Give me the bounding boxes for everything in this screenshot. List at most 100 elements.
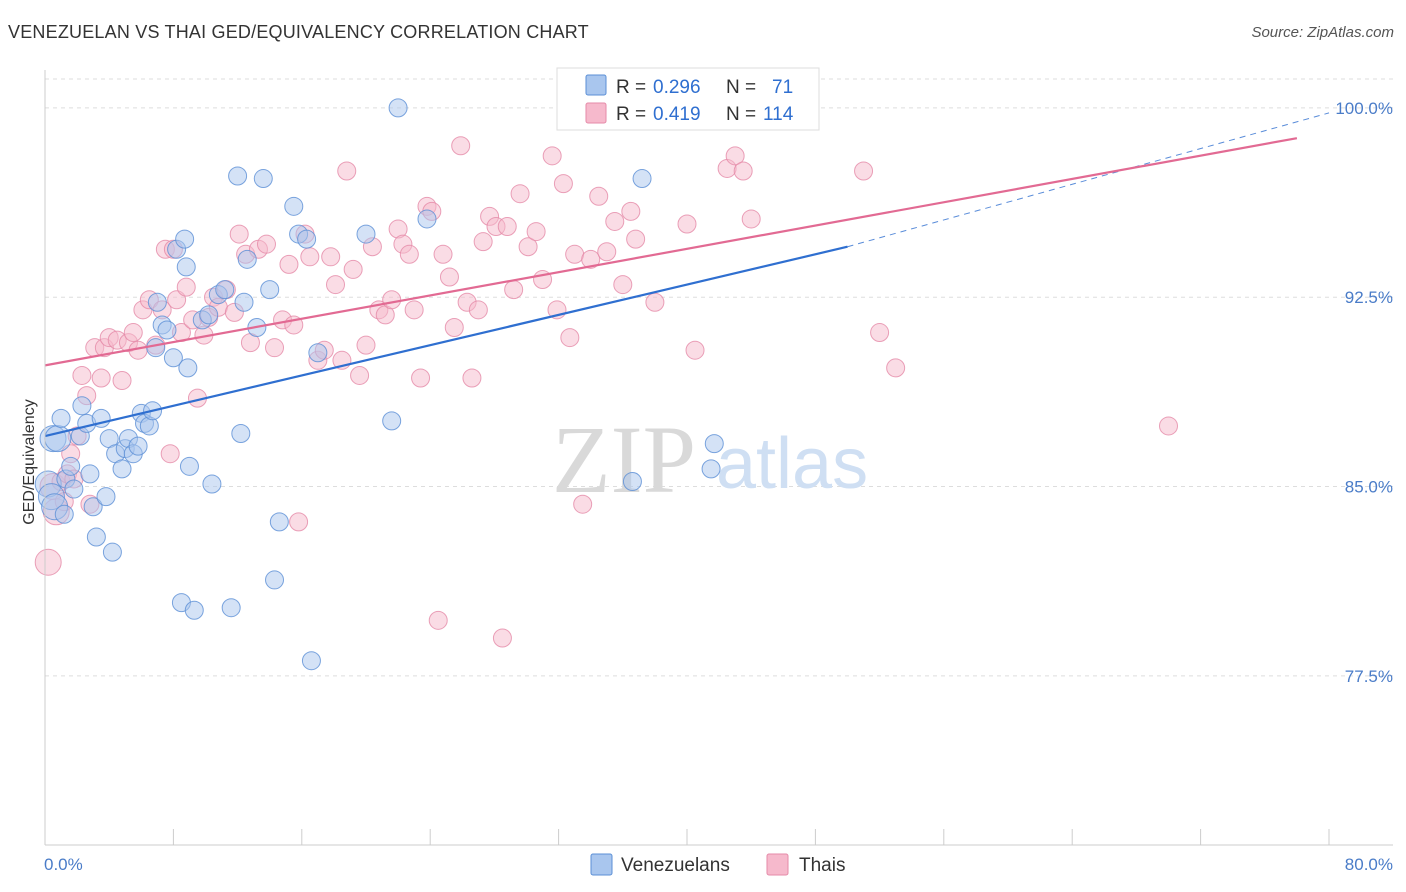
point-thais [526,222,546,242]
point-thais [497,217,517,237]
point-thais [289,512,309,532]
y-axis-title: GED/Equivalency [21,399,38,524]
legend-r-label-venezuelans: R = [616,77,646,98]
point-thais [451,136,471,156]
point-thais [411,368,431,388]
point-venezuelans [253,169,273,189]
point-thais [573,494,593,514]
legend-n-value-thais: 114 [763,104,794,125]
point-venezuelans [83,497,103,517]
point-venezuelans [417,209,437,229]
legend-bottom-label-venezuelans: Venezuelans [621,855,730,876]
y-tick-label: 92.5% [1345,288,1393,307]
point-venezuelans [72,396,92,416]
trendline-venezuelans [44,245,848,438]
point-thais [589,186,609,206]
point-venezuelans [175,229,195,249]
point-thais [613,275,633,295]
chart-title: VENEZUELAN VS THAI GED/EQUIVALENCY CORRE… [8,22,589,42]
point-venezuelans [221,598,241,618]
watermark-atlas: atlas [716,424,868,504]
point-thais [229,224,249,244]
point-venezuelans [163,348,183,368]
point-venezuelans [96,487,116,507]
point-thais [645,292,665,312]
point-venezuelans [356,224,376,244]
point-venezuelans [86,527,106,547]
point-thais [326,275,346,295]
point-thais [300,247,320,267]
point-venezuelans [202,474,222,494]
point-venezuelans [112,459,132,479]
point-venezuelans [157,320,177,340]
trend-layer [44,112,1330,438]
point-venezuelans [51,408,71,428]
point-thais [167,290,187,310]
point-venezuelans [704,434,724,454]
point-venezuelans [147,292,167,312]
legend-bottom: Venezuelans Thais [590,853,845,876]
points-layer [34,98,1178,671]
point-venezuelans [80,464,100,484]
point-thais [725,146,745,166]
point-thais [733,161,753,181]
point-thais [428,610,448,630]
point-venezuelans [178,358,198,378]
point-venezuelans [237,249,257,269]
point-venezuelans [215,280,235,300]
legend-n-value-venezuelans: 71 [772,77,793,98]
x-tick-label-min: 0.0% [44,855,83,874]
point-thais [621,201,641,221]
point-venezuelans [128,436,148,456]
point-thais [492,628,512,648]
point-thais [870,323,890,343]
source-label: Source: ZipAtlas.com [1251,24,1394,41]
legend-n-label-thais: N = [726,104,756,125]
trendline-thais [44,137,1298,367]
point-thais [581,249,601,269]
point-thais [462,368,482,388]
legend-bottom-label-thais: Thais [799,855,845,876]
point-venezuelans [269,512,289,532]
point-venezuelans [54,504,74,524]
point-venezuelans [184,600,204,620]
point-venezuelans [176,257,196,277]
point-thais [560,328,580,348]
point-thais [518,237,538,257]
point-thais [91,368,111,388]
point-thais [404,300,424,320]
point-thais [337,161,357,181]
point-thais [356,335,376,355]
legend-top: R = 0.296 N = 71 R = 0.419 N = 114 [556,67,820,131]
point-venezuelans [701,459,721,479]
point-venezuelans [102,542,122,562]
point-thais [553,174,573,194]
point-thais [1159,416,1178,436]
point-thais [565,244,585,264]
point-thais [176,277,196,297]
y-tick-label: 77.5% [1345,667,1393,686]
point-venezuelans [179,456,199,476]
point-venezuelans [632,169,652,189]
point-thais [265,338,285,358]
point-thais [468,300,488,320]
point-thais [626,229,646,249]
point-thais [399,244,419,264]
point-thais [504,280,524,300]
point-thais [677,214,697,234]
point-venezuelans [146,338,166,358]
watermark-zip: ZIP [552,406,696,513]
point-venezuelans [234,292,254,312]
point-thais [741,209,761,229]
point-venezuelans [260,280,280,300]
point-thais [510,184,530,204]
point-venezuelans [308,343,328,363]
point-thais [123,323,143,343]
point-venezuelans [301,651,321,671]
point-thais [34,548,62,576]
point-thais [439,267,459,287]
point-thais [685,340,705,360]
point-venezuelans [297,229,317,249]
point-venezuelans [231,424,251,444]
